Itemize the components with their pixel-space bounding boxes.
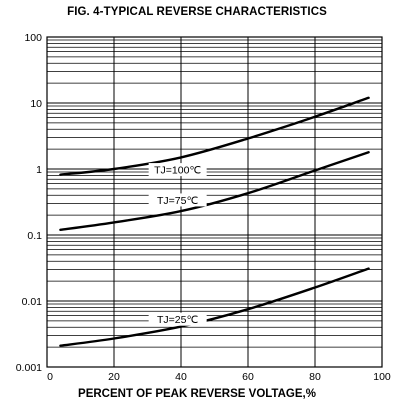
plot-frame bbox=[46, 36, 383, 368]
series-label: TJ=100℃ bbox=[154, 165, 201, 177]
series-label-box bbox=[148, 193, 207, 207]
y-tick-label: 0.001 bbox=[16, 362, 42, 374]
x-tick-label: 60 bbox=[242, 371, 254, 383]
x-tick-label: 80 bbox=[309, 371, 321, 383]
x-tick-label: 40 bbox=[175, 371, 187, 383]
series-line-1 bbox=[59, 151, 370, 231]
y-tick-label: 100 bbox=[24, 32, 42, 44]
y-tick-label: 0.1 bbox=[27, 230, 42, 242]
series-label: TJ=25℃ bbox=[157, 314, 198, 326]
chart-title: FIG. 4-TYPICAL REVERSE CHARACTERISTICS bbox=[67, 6, 327, 18]
x-tick-label: 20 bbox=[108, 371, 120, 383]
y-tick-label: 1 bbox=[36, 164, 42, 176]
x-axis-label: PERCENT OF PEAK REVERSE VOLTAGE,% bbox=[78, 388, 316, 400]
series-label-box bbox=[148, 312, 207, 326]
y-tick-label: 10 bbox=[30, 98, 42, 110]
series-label-box bbox=[148, 163, 207, 177]
series-line-2 bbox=[59, 267, 370, 347]
series-label: TJ=75℃ bbox=[157, 195, 198, 207]
x-tick-label: 0 bbox=[47, 371, 53, 383]
y-tick-label: 0.01 bbox=[22, 296, 43, 308]
series-line-0 bbox=[59, 96, 370, 176]
x-tick-label: 100 bbox=[373, 371, 391, 383]
